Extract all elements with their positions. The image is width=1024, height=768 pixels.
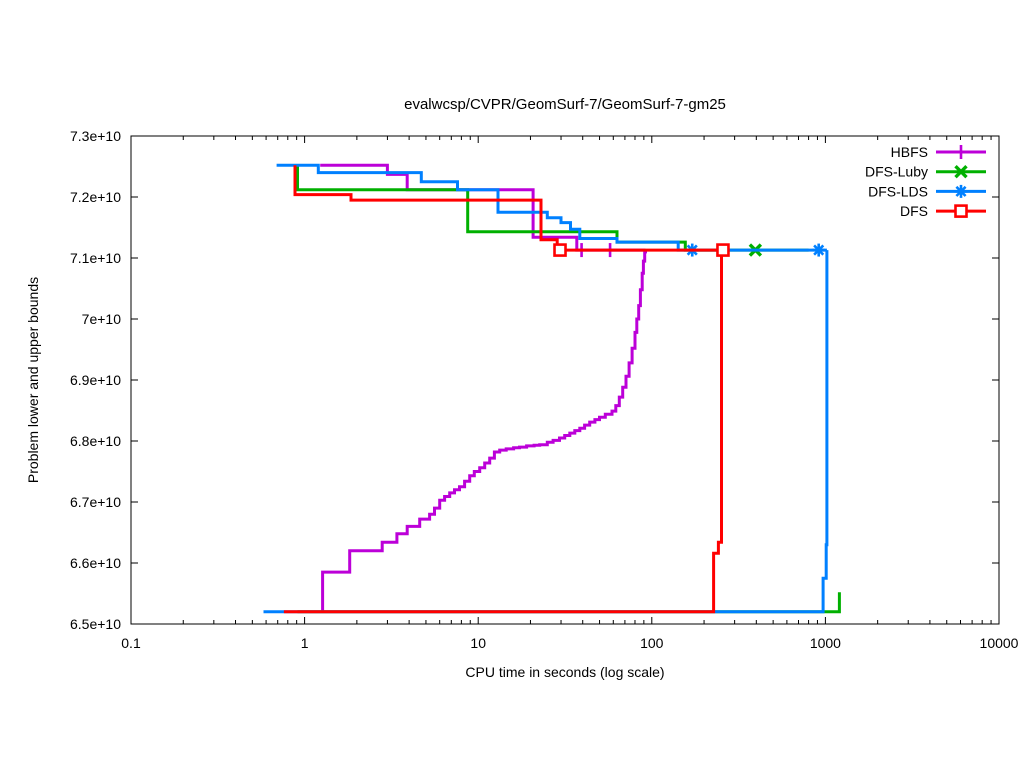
series-DFS-Luby-lower-bound-line: [297, 592, 841, 614]
series-HBFS-lower-bound-line: [321, 250, 647, 612]
x-tick-label: 10000: [980, 635, 1019, 651]
x-tick-label: 100: [640, 635, 664, 651]
legend: HBFS DFS-Luby DFS-LDS DFS: [865, 144, 986, 219]
x-tick-label: 0.1: [121, 635, 141, 651]
series-DFS-Luby: [296, 165, 841, 614]
legend-label-DFS-Luby: DFS-Luby: [865, 164, 928, 180]
axes: [130, 135, 1000, 625]
x-axis-label: CPU time in seconds (log scale): [465, 664, 665, 680]
series-DFS-Luby-upper-bound-line: [296, 165, 809, 252]
x-tick-label: 1: [301, 635, 309, 651]
series-DFS-lower-bound-line: [283, 250, 723, 614]
legend-label-HBFS: HBFS: [891, 144, 928, 160]
series-DFS-marker: [716, 243, 730, 257]
x-tick-label: 10: [470, 635, 486, 651]
chart-title: evalwcsp/CVPR/GeomSurf-7/GeomSurf-7-gm25: [404, 96, 726, 113]
legend-label-DFS: DFS: [900, 203, 928, 219]
series-DFS-LDS-lower-bound-line: [263, 250, 829, 614]
legend-entry-DFS-Luby: DFS-Luby: [865, 164, 986, 180]
series-DFS: [283, 165, 730, 614]
legend-entry-DFS: DFS: [900, 203, 986, 219]
y-tick-label: 7.3e+10: [70, 128, 121, 144]
legend-entry-HBFS: HBFS: [891, 144, 986, 160]
series-DFS-upper-bound-line: [293, 165, 723, 252]
tick-labels: 0.1 1 10 100 1000 10000 6.5e+10 6.6e+10 6.7e+10 6…: [70, 128, 1019, 651]
tick-marks: [130, 135, 1000, 625]
y-tick-label: 6.9e+10: [70, 372, 121, 388]
y-tick-label: 7.2e+10: [70, 189, 121, 205]
legend-entry-DFS-LDS: DFS-LDS: [868, 183, 986, 199]
y-tick-label: 6.8e+10: [70, 433, 121, 449]
y-tick-label: 6.5e+10: [70, 616, 121, 632]
x-tick-label: 1000: [810, 635, 841, 651]
legend-label-DFS-LDS: DFS-LDS: [868, 183, 928, 199]
series-DFS-LDS-upper-bound-line: [276, 163, 827, 252]
series-DFS-marker: [553, 243, 567, 257]
y-tick-label: 7.1e+10: [70, 250, 121, 266]
y-tick-label: 7e+10: [82, 311, 122, 327]
series-DFS-LDS-marker: [812, 243, 826, 257]
y-tick-label: 6.7e+10: [70, 494, 121, 510]
y-tick-label: 6.6e+10: [70, 555, 121, 571]
